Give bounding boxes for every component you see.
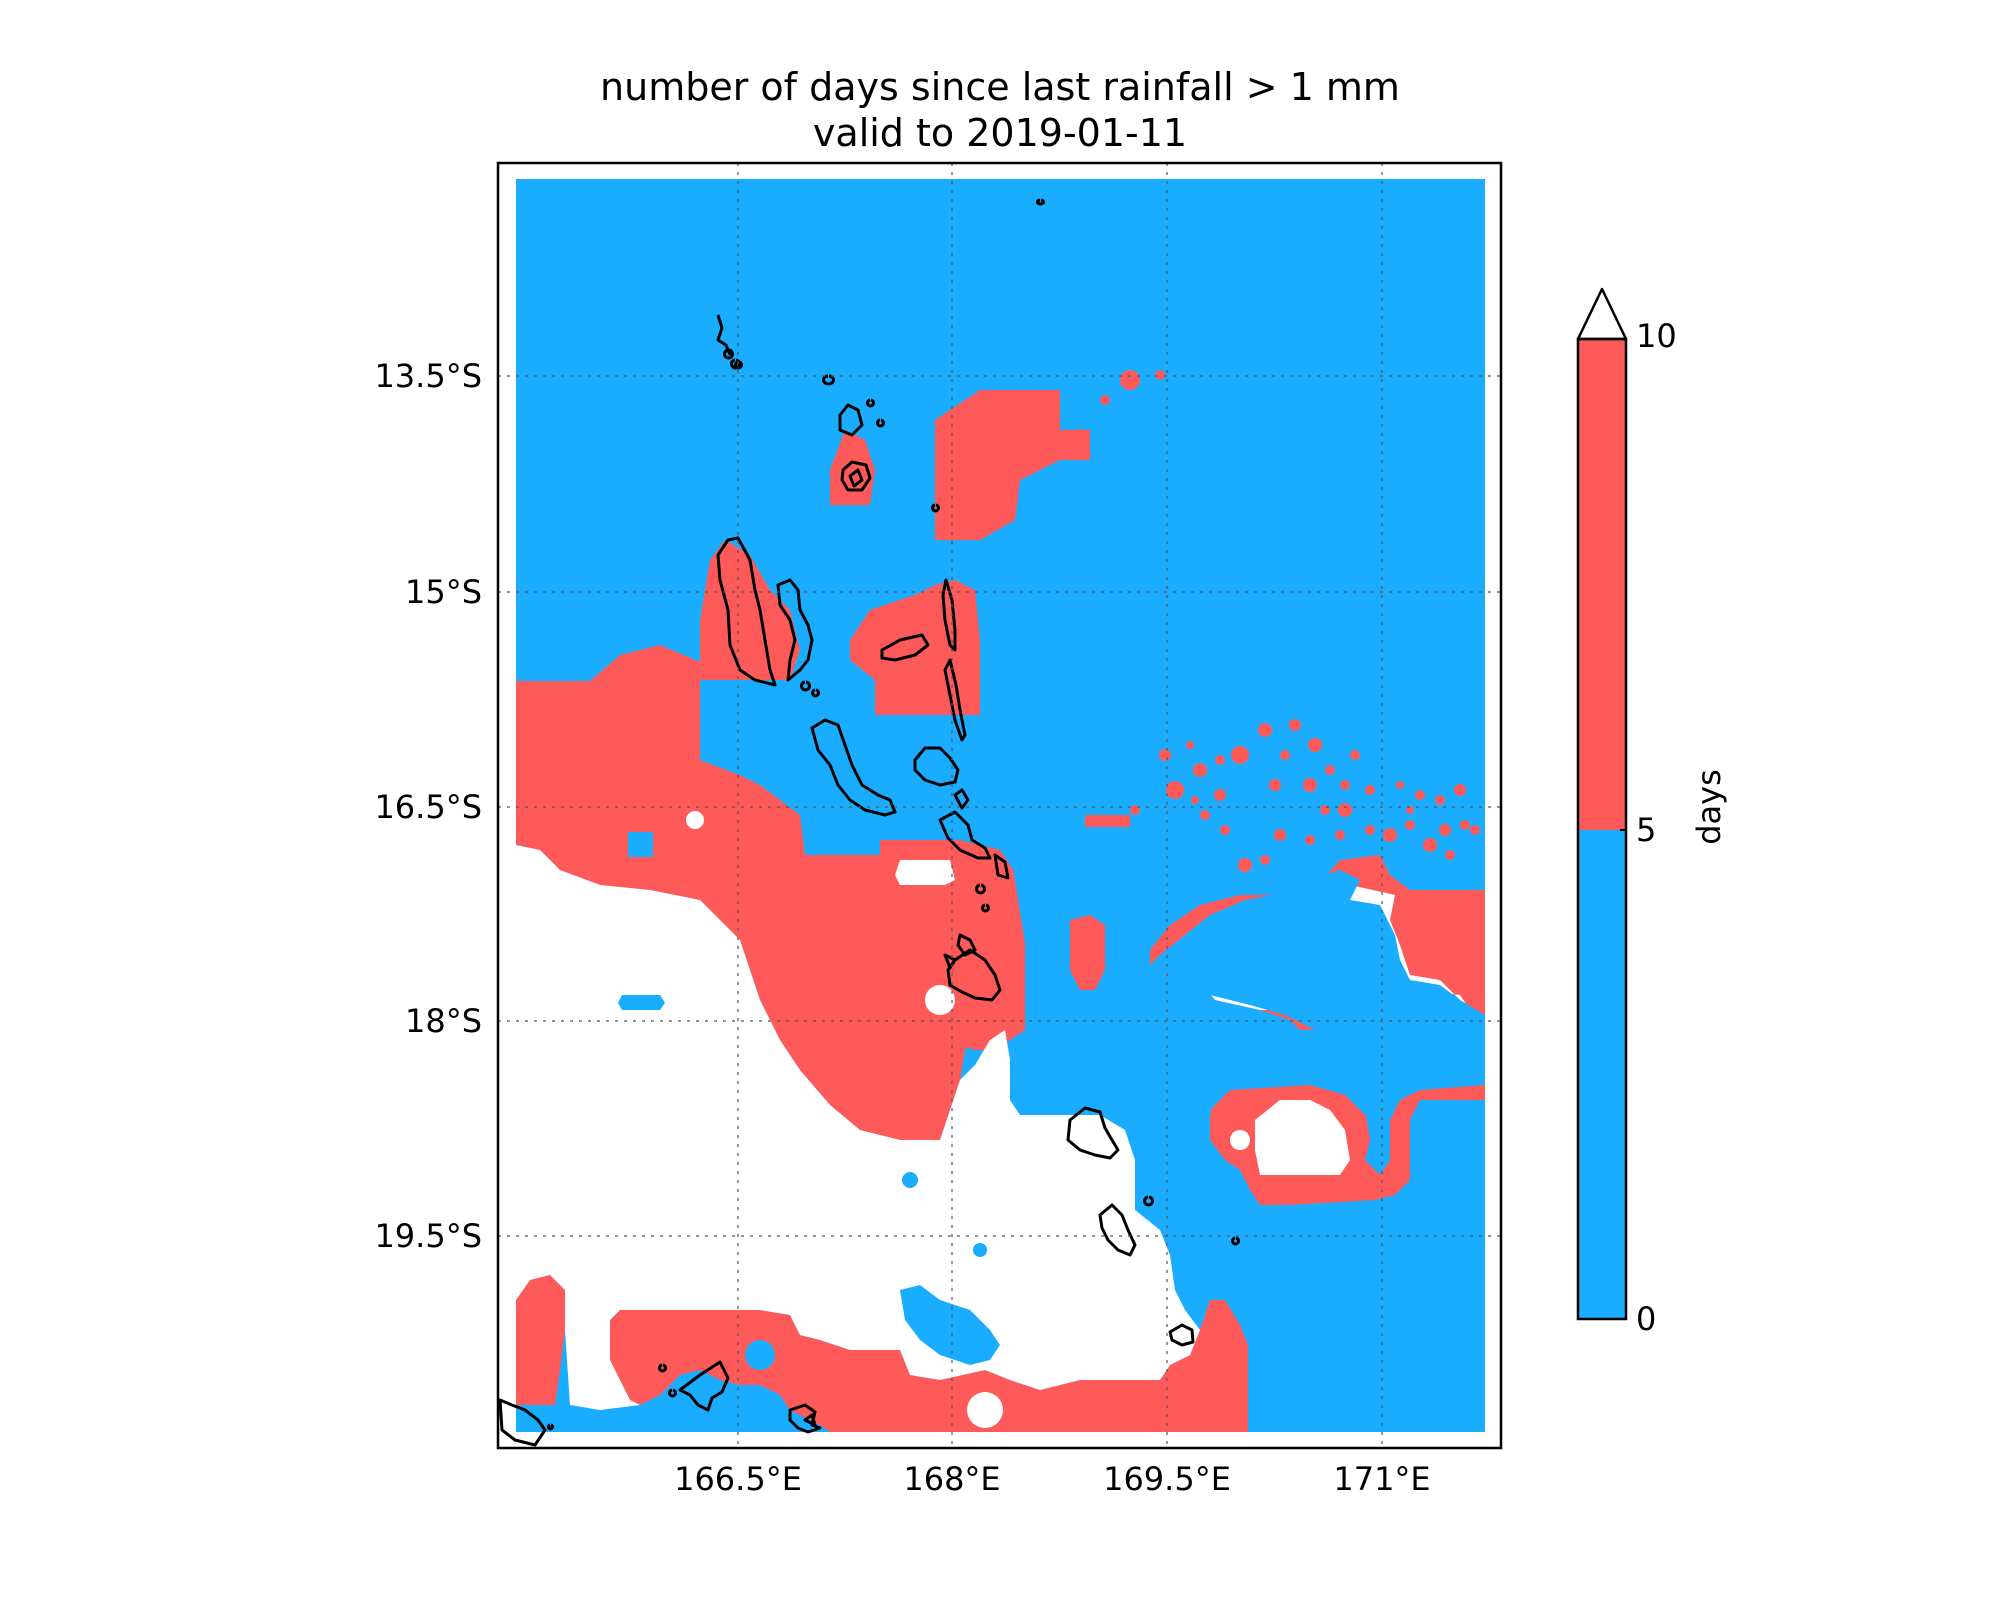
lon-label: 166.5°E — [674, 1460, 802, 1498]
coast-loyalty — [678, 1360, 730, 1412]
coast-malekula — [810, 718, 897, 817]
colorbar-tick-label: 0 — [1636, 1300, 1656, 1338]
colorbar-label: days — [1690, 769, 1728, 845]
latitude-labels: 13.5°S 15°S 16.5°S 18°S 19.5°S — [374, 357, 482, 1255]
coast-pentecost — [943, 658, 967, 742]
colorbar: 10 5 0 days — [1576, 287, 1728, 1338]
coast-mere-lava — [931, 503, 940, 513]
coast-erromango — [1066, 1106, 1120, 1160]
red-region-islet-east-1 — [1070, 915, 1105, 990]
longitude-labels: 166.5°E 168°E 169.5°E 171°E — [674, 1460, 1431, 1498]
blue-channel-central — [1010, 850, 1485, 1432]
white-region-south — [516, 845, 1200, 1410]
map-title-line-2: valid to 2019-01-11 — [812, 111, 1188, 155]
lon-label: 171°E — [1333, 1460, 1430, 1498]
coast-tanna — [1098, 1203, 1137, 1257]
coast-aneityum — [1168, 1323, 1195, 1347]
coast-paama — [953, 788, 970, 810]
coast-vanua-lava — [838, 403, 864, 437]
coast-new-caledonia — [498, 1398, 547, 1447]
map-title-line-1: number of days since last rainfall > 1 m… — [600, 65, 1400, 109]
coast-ambae — [880, 633, 930, 662]
coast-epi — [938, 810, 992, 860]
red-region-west — [516, 645, 1020, 1140]
lat-label: 13.5°S — [374, 357, 482, 395]
colorbar-segment-5-10 — [1578, 339, 1626, 830]
lat-label: 16.5°S — [374, 788, 482, 826]
blue-gap-santo — [700, 680, 800, 790]
coast-ambrym — [913, 746, 960, 787]
red-region-central — [870, 840, 1025, 1050]
coast-malo — [776, 578, 814, 682]
lat-label: 19.5°S — [374, 1217, 482, 1255]
colorbar-extend-arrow — [1576, 287, 1628, 341]
coast-gaua — [840, 460, 872, 492]
coast-ureparapara — [822, 374, 835, 386]
holes-under-5-days — [618, 680, 1485, 1432]
red-region-south-1 — [610, 1300, 1248, 1432]
lat-label: 15°S — [405, 573, 482, 611]
lat-label: 18°S — [405, 1002, 482, 1040]
map-area — [498, 163, 1501, 1448]
coast-espiritu-santo — [716, 536, 777, 687]
colorbar-tick-label: 10 — [1636, 317, 1677, 355]
white-region-islet-1 — [895, 860, 955, 885]
coast-torres — [716, 314, 732, 356]
colorbar-tick-label: 5 — [1636, 811, 1656, 849]
red-region-southwest — [516, 1275, 565, 1405]
map-frame — [496, 161, 1503, 1450]
lon-label: 168°E — [903, 1460, 1000, 1498]
red-region-east — [1150, 855, 1485, 1080]
red-region-north — [935, 390, 1090, 540]
red-region-santo — [700, 540, 800, 680]
white-region-east-loop — [1255, 1100, 1350, 1175]
blue-hole-loop-west — [618, 995, 665, 1010]
lon-label: 169.5°E — [1103, 1460, 1231, 1498]
coast-efate — [946, 948, 1002, 1002]
blue-hole-1 — [628, 832, 653, 857]
coastlines — [498, 198, 1240, 1447]
blue-hole-south — [900, 1285, 1000, 1365]
coast-lifou — [788, 1403, 822, 1434]
colorbar-segment-0-5 — [1578, 830, 1626, 1319]
